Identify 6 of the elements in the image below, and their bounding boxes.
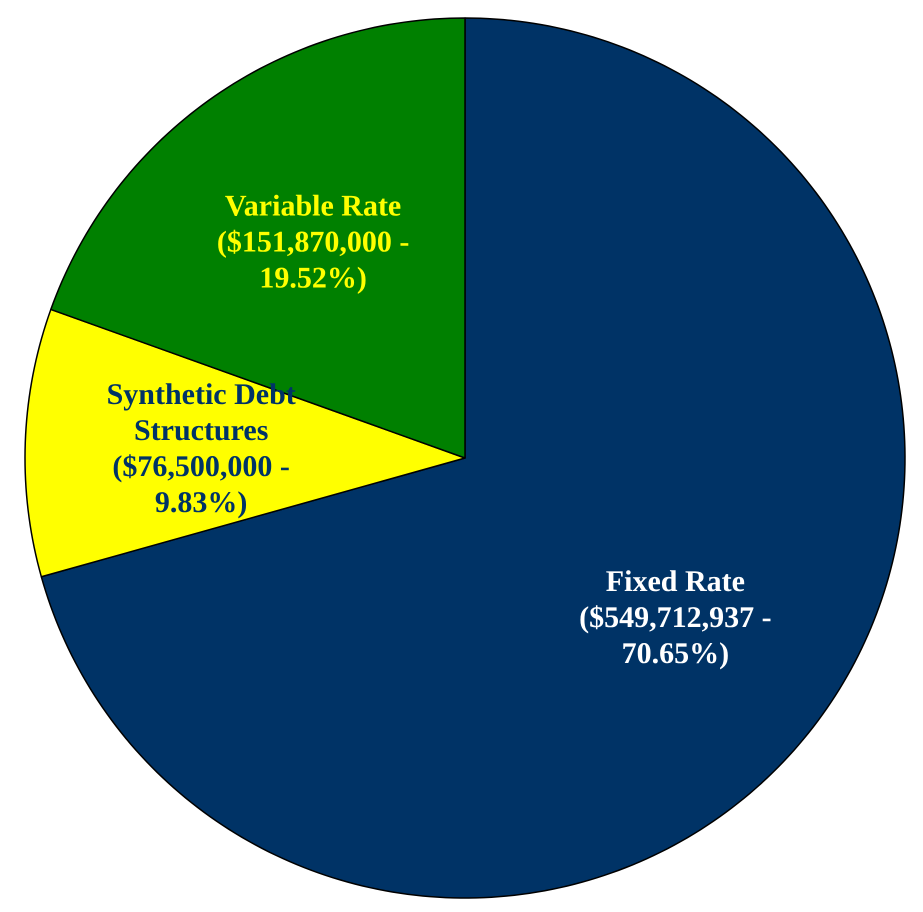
data-label: ($549,712,937 - 70.65%) xyxy=(579,601,772,670)
data-label: ($151,870,000 - 19.52%) xyxy=(216,226,410,295)
slice-label: Variable Rate xyxy=(224,190,402,223)
slice-label: Synthetic Debt Structures xyxy=(106,378,296,448)
slice-label: Fixed Rate xyxy=(606,565,745,598)
data-label: ($76,500,000 - 9.83%) xyxy=(112,450,290,520)
